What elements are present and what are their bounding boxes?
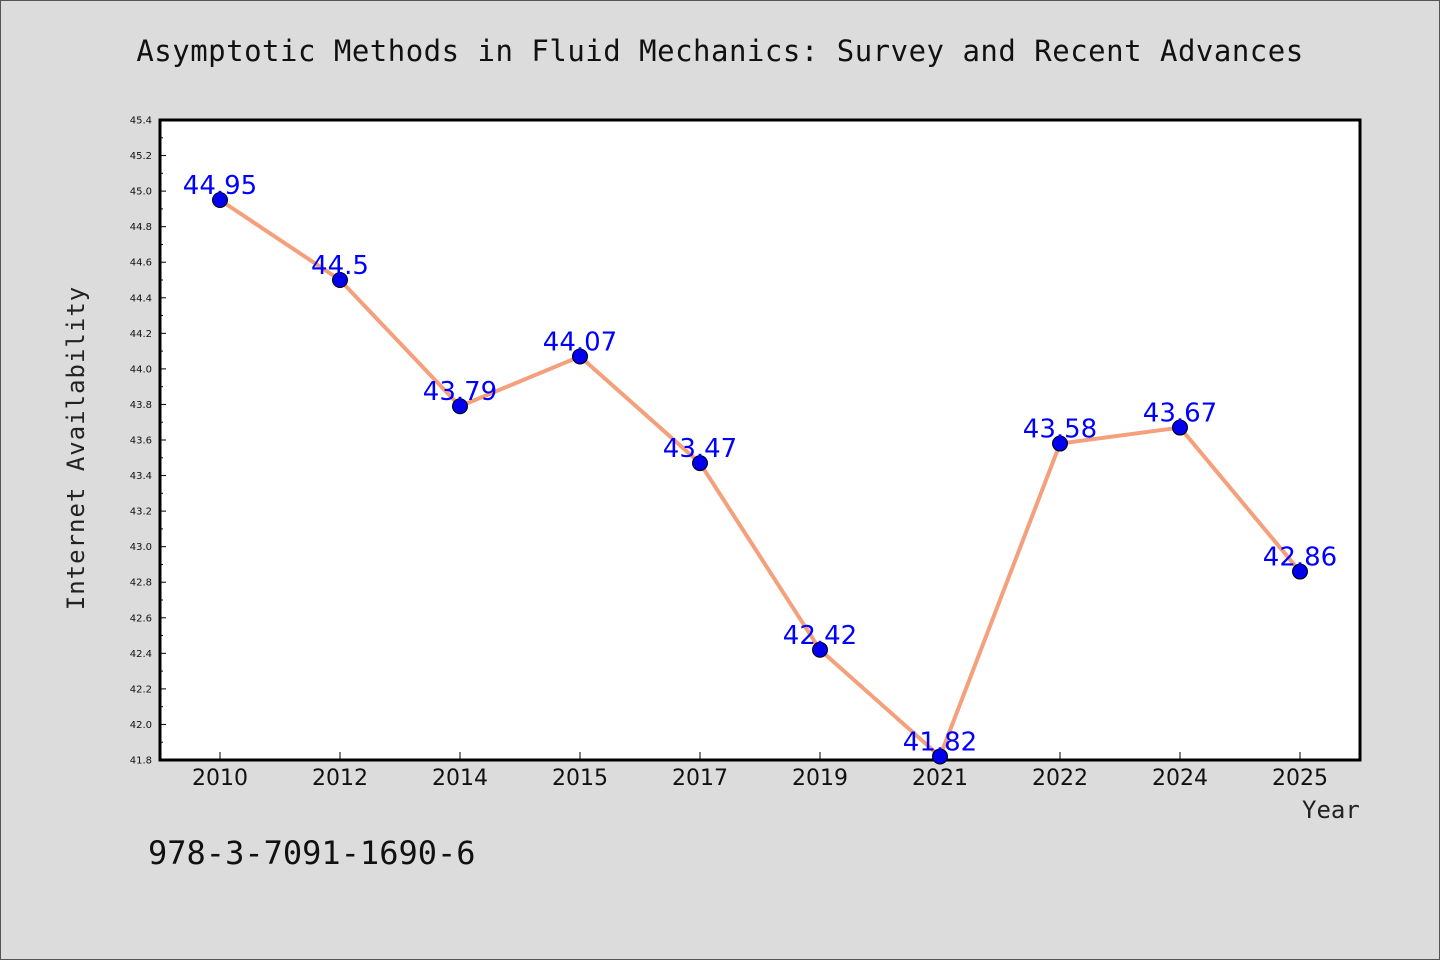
x-tick-label: 2017 bbox=[672, 766, 728, 791]
data-label: 44.95 bbox=[183, 171, 257, 201]
y-tick-label: 45.2 bbox=[130, 151, 152, 162]
plot-area bbox=[158, 118, 1362, 762]
data-label: 43.79 bbox=[423, 377, 497, 407]
data-label: 42.86 bbox=[1263, 543, 1337, 573]
y-tick-label: 44.6 bbox=[130, 258, 152, 269]
y-tick-label: 42.8 bbox=[130, 578, 152, 589]
y-tick-label: 43.6 bbox=[130, 436, 152, 447]
x-tick-label: 2019 bbox=[792, 766, 848, 791]
y-tick-label: 45.0 bbox=[130, 187, 152, 198]
y-axis: 41.8 42.0 42.2 42.4 42.6 42.8 43.0 43.2 43.4 43.6… bbox=[130, 116, 166, 767]
data-label: 41.82 bbox=[903, 727, 977, 757]
data-point bbox=[1292, 563, 1308, 580]
data-point bbox=[932, 748, 948, 765]
y-tick-label: 42.6 bbox=[130, 613, 152, 624]
y-tick-label: 43.0 bbox=[130, 542, 152, 553]
data-label: 42.42 bbox=[783, 621, 857, 651]
y-tick-label: 45.4 bbox=[130, 116, 152, 127]
chart-title: Asymptotic Methods in Fluid Mechanics: S… bbox=[136, 34, 1304, 68]
y-tick-label: 43.8 bbox=[130, 400, 152, 411]
data-point bbox=[452, 398, 468, 415]
y-axis-label: Internet Availability bbox=[62, 285, 90, 611]
data-point bbox=[1052, 435, 1068, 452]
x-tick-label: 2014 bbox=[432, 766, 488, 791]
x-axis: 2010 2012 2014 2015 2017 2019 2021 2022 2024 2025 bbox=[192, 752, 1328, 791]
data-label: 43.58 bbox=[1023, 415, 1097, 445]
x-tick-label: 2025 bbox=[1272, 766, 1328, 791]
y-tick-label: 44.0 bbox=[130, 364, 152, 375]
data-label: 44.5 bbox=[311, 251, 369, 281]
series-line-group bbox=[218, 198, 1302, 759]
x-tick-label: 2010 bbox=[192, 766, 248, 791]
y-tick-label: 41.8 bbox=[130, 756, 152, 767]
data-point bbox=[692, 455, 708, 472]
x-tick-label: 2015 bbox=[552, 766, 608, 791]
x-tick-label: 2024 bbox=[1152, 766, 1208, 791]
x-tick-label: 2022 bbox=[1032, 766, 1088, 791]
series-line bbox=[218, 198, 1302, 759]
y-tick-label: 44.8 bbox=[130, 222, 152, 233]
data-label: 43.47 bbox=[663, 434, 737, 464]
data-point bbox=[1172, 419, 1188, 436]
data-point bbox=[812, 641, 828, 658]
y-tick-label: 44.4 bbox=[130, 293, 152, 304]
data-point bbox=[212, 192, 228, 208]
y-tick-label: 42.2 bbox=[130, 684, 152, 695]
data-point bbox=[332, 272, 348, 288]
y-tick-label: 42.4 bbox=[130, 649, 152, 660]
data-point bbox=[572, 348, 588, 365]
x-axis-label: Year bbox=[1302, 796, 1360, 824]
x-tick-label: 2021 bbox=[912, 766, 968, 791]
y-tick-label: 43.2 bbox=[130, 507, 152, 518]
data-label: 44.07 bbox=[543, 327, 617, 357]
data-label: 43.67 bbox=[1143, 399, 1217, 429]
y-tick-label: 42.0 bbox=[130, 720, 152, 731]
data-labels-group: 44.95 44.5 43.79 44.07 43.47 42.42 41.82 43.58 4… bbox=[183, 171, 1337, 757]
footer-code: 978-3-7091-1690-6 bbox=[148, 834, 476, 872]
y-tick-label: 43.4 bbox=[130, 471, 152, 482]
points-group bbox=[212, 192, 1308, 765]
x-tick-label: 2012 bbox=[312, 766, 368, 791]
y-tick-label: 44.2 bbox=[130, 329, 152, 340]
